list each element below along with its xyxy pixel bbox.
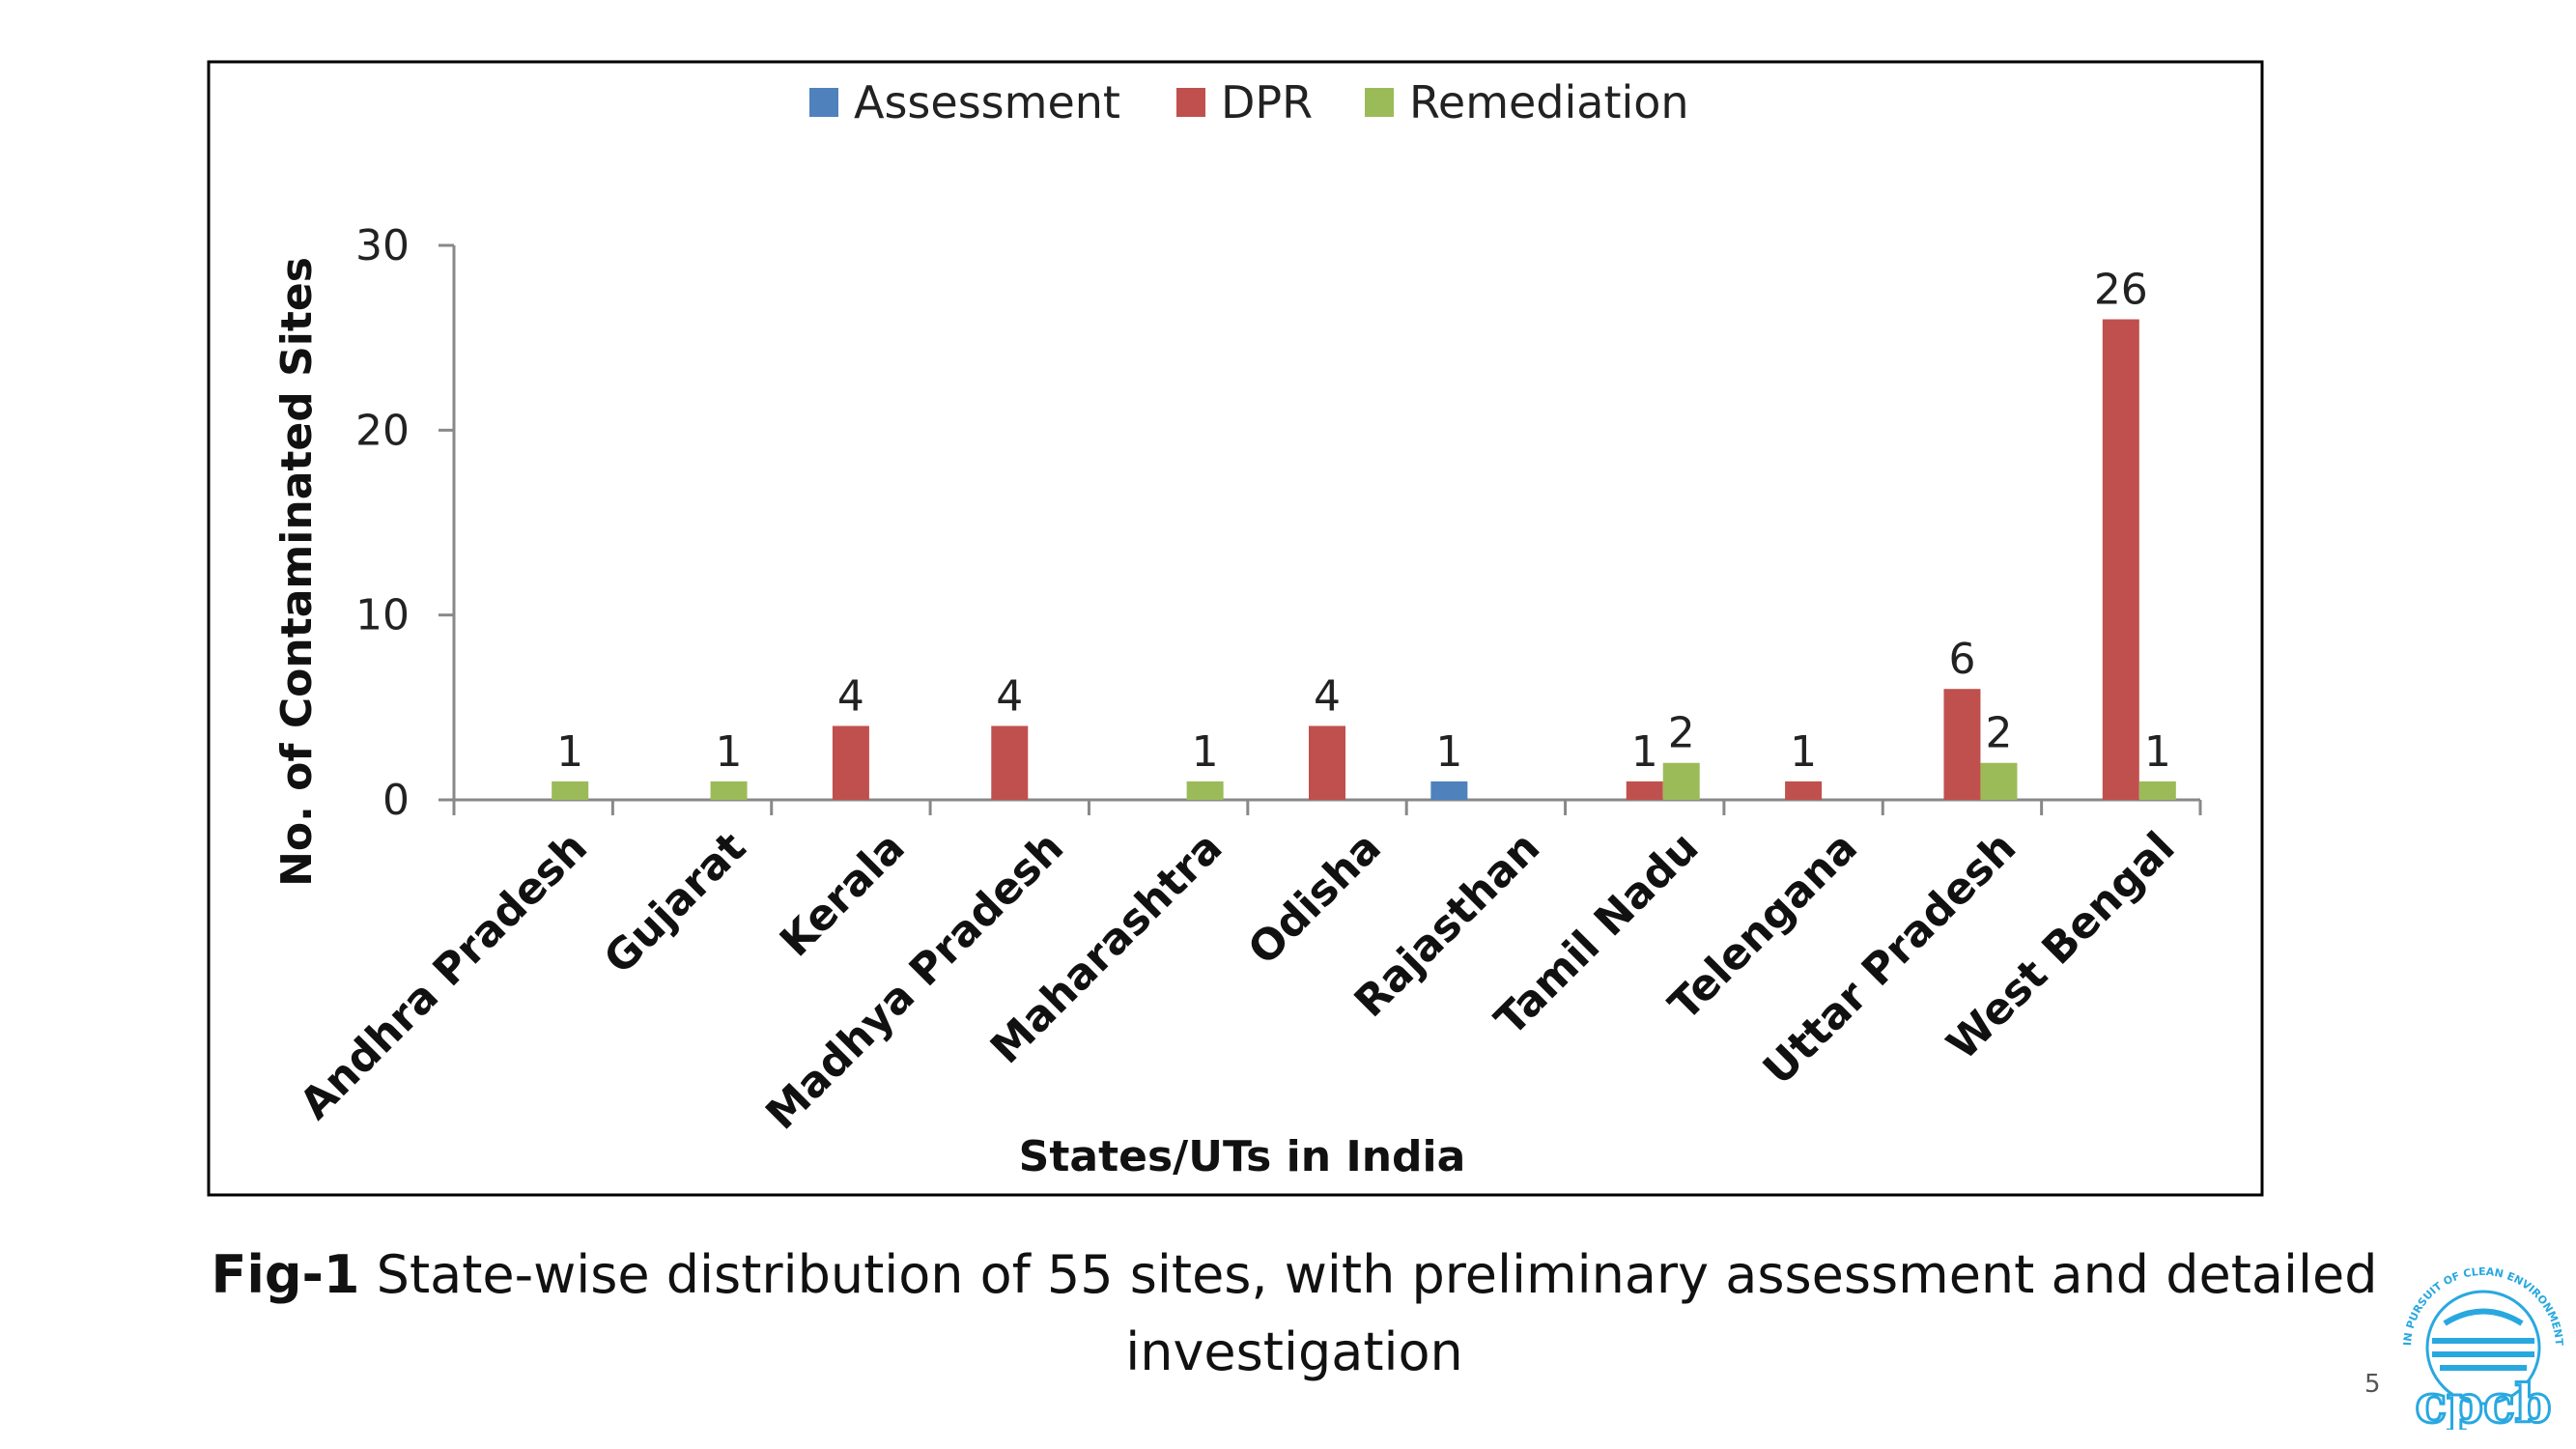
x-axis-title: States/UTs in India xyxy=(1019,1132,1466,1181)
legend-swatch-dpr xyxy=(1176,88,1205,117)
y-axis-title: No. of Contaminated Sites xyxy=(272,257,322,887)
chart-frame xyxy=(207,60,2264,1197)
bar-remediation xyxy=(1186,781,1224,800)
data-label-dpr: 4 xyxy=(1314,671,1341,721)
data-label-remediation: 1 xyxy=(556,727,583,777)
data-label-dpr: 6 xyxy=(1948,635,1975,684)
legend-label-remediation: Remediation xyxy=(1409,76,1689,128)
bar-dpr xyxy=(2102,319,2139,800)
caption-prefix: Fig-1 xyxy=(211,1244,360,1305)
y-tick-label: 20 xyxy=(355,406,410,455)
data-label-remediation: 1 xyxy=(2144,727,2171,777)
bars xyxy=(552,319,2176,800)
caption-text: State-wise distribution of 55 sites, wit… xyxy=(359,1244,2378,1382)
svg-text:IN PURSUIT OF CLEAN ENVIRONMEN: IN PURSUIT OF CLEAN ENVIRONMENT xyxy=(2401,1265,2565,1347)
legend-label-assessment: Assessment xyxy=(854,76,1120,128)
data-label-dpr: 1 xyxy=(1631,727,1658,777)
svg-text:cpcb: cpcb xyxy=(2415,1373,2551,1430)
bar-dpr xyxy=(832,725,869,800)
data-label-remediation: 1 xyxy=(1192,727,1219,777)
bar-remediation xyxy=(2138,781,2176,800)
y-tick-label: 30 xyxy=(355,221,410,270)
bar-remediation xyxy=(1662,762,1700,800)
bar-assessment xyxy=(1430,781,1468,800)
legend-label-dpr: DPR xyxy=(1221,76,1313,128)
y-tick-label: 0 xyxy=(382,776,410,825)
bar-dpr xyxy=(1626,781,1663,800)
page-number: 5 xyxy=(2364,1370,2381,1399)
y-axis: 0 10 20 30 xyxy=(355,221,456,825)
data-label-assessment: 1 xyxy=(1435,727,1462,777)
bar-remediation xyxy=(552,781,589,800)
legend-swatch-remediation xyxy=(1365,88,1394,117)
legend-swatch-assessment xyxy=(809,88,838,117)
data-label-remediation: 2 xyxy=(1985,709,2012,758)
cpcb-logo: IN PURSUIT OF CLEAN ENVIRONMENT cpcb xyxy=(2401,1265,2565,1430)
bar-dpr xyxy=(1785,781,1823,800)
bar-dpr xyxy=(1943,689,1981,800)
data-label-dpr: 4 xyxy=(837,671,864,721)
legend: Assessment DPR Remediation xyxy=(809,76,1689,128)
y-tick-label: 10 xyxy=(355,591,410,640)
figure-caption: Fig-1 State-wise distribution of 55 site… xyxy=(193,1236,2395,1391)
bar-remediation xyxy=(710,781,748,800)
data-label-dpr: 26 xyxy=(2094,266,2148,315)
bar-dpr xyxy=(991,725,1029,800)
x-category-label: Gujarat xyxy=(595,823,756,984)
x-category-label: Odisha xyxy=(1239,823,1391,975)
data-label-dpr: 4 xyxy=(996,671,1023,721)
bar-dpr xyxy=(1309,725,1345,800)
data-label-remediation: 2 xyxy=(1668,709,1695,758)
data-label-remediation: 1 xyxy=(716,727,743,777)
x-category-label: Andhra Pradesh xyxy=(291,823,597,1129)
x-category-label: Madhya Pradesh xyxy=(756,823,1073,1140)
data-label-dpr: 1 xyxy=(1790,727,1817,777)
x-category-label: Kerala xyxy=(771,823,915,967)
bar-remediation xyxy=(1980,762,2018,800)
